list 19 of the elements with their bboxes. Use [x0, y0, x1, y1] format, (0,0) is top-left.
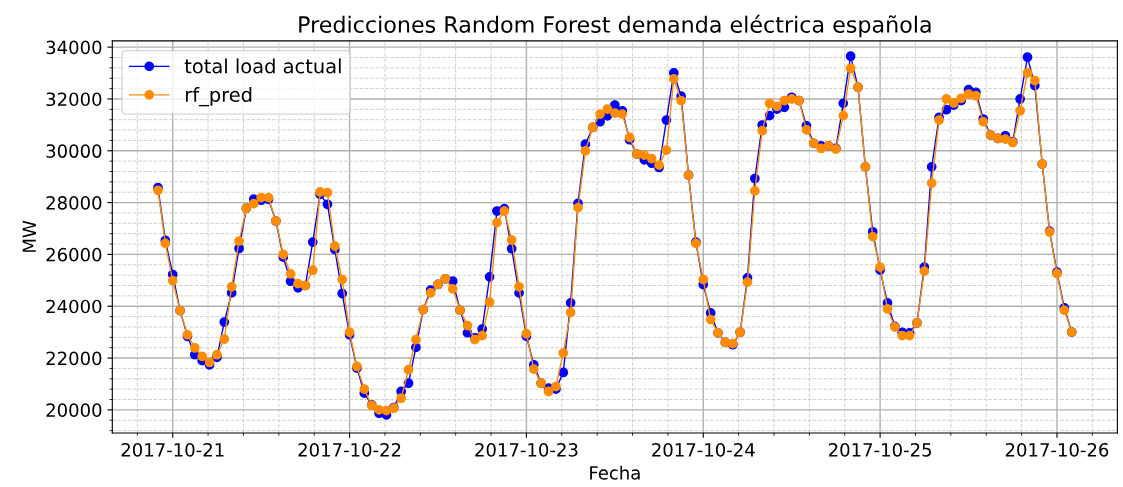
y-tick-label: 34000: [46, 40, 102, 55]
legend-label: rf_pred: [186, 86, 252, 107]
x-tick-label: 2017-10-24: [652, 442, 755, 457]
legend-label: total load actual: [184, 58, 341, 74]
y-tick-label: 30000: [46, 144, 102, 158]
x-tick-label: 2017-10-23: [475, 442, 578, 457]
x-tick-label: 2017-10-21: [121, 442, 224, 457]
y-tick-label: 20000: [46, 403, 102, 417]
x-tick-label: 2017-10-26: [1005, 442, 1109, 457]
x-axis-title: Fecha: [590, 465, 640, 480]
y-axis-title: MW: [22, 220, 36, 252]
x-tick-label: 2017-10-22: [298, 442, 401, 457]
y-tick-label: 22000: [46, 351, 102, 366]
y-tick-label: 32000: [46, 92, 102, 107]
y-tick-label: 24000: [46, 299, 102, 314]
x-tick-label: 2017-10-25: [828, 442, 931, 457]
y-tick-label: 28000: [46, 196, 102, 210]
chart-title: Predicciones Random Forest demanda eléctrica española: [299, 14, 931, 38]
y-tick-label: 26000: [46, 247, 102, 262]
